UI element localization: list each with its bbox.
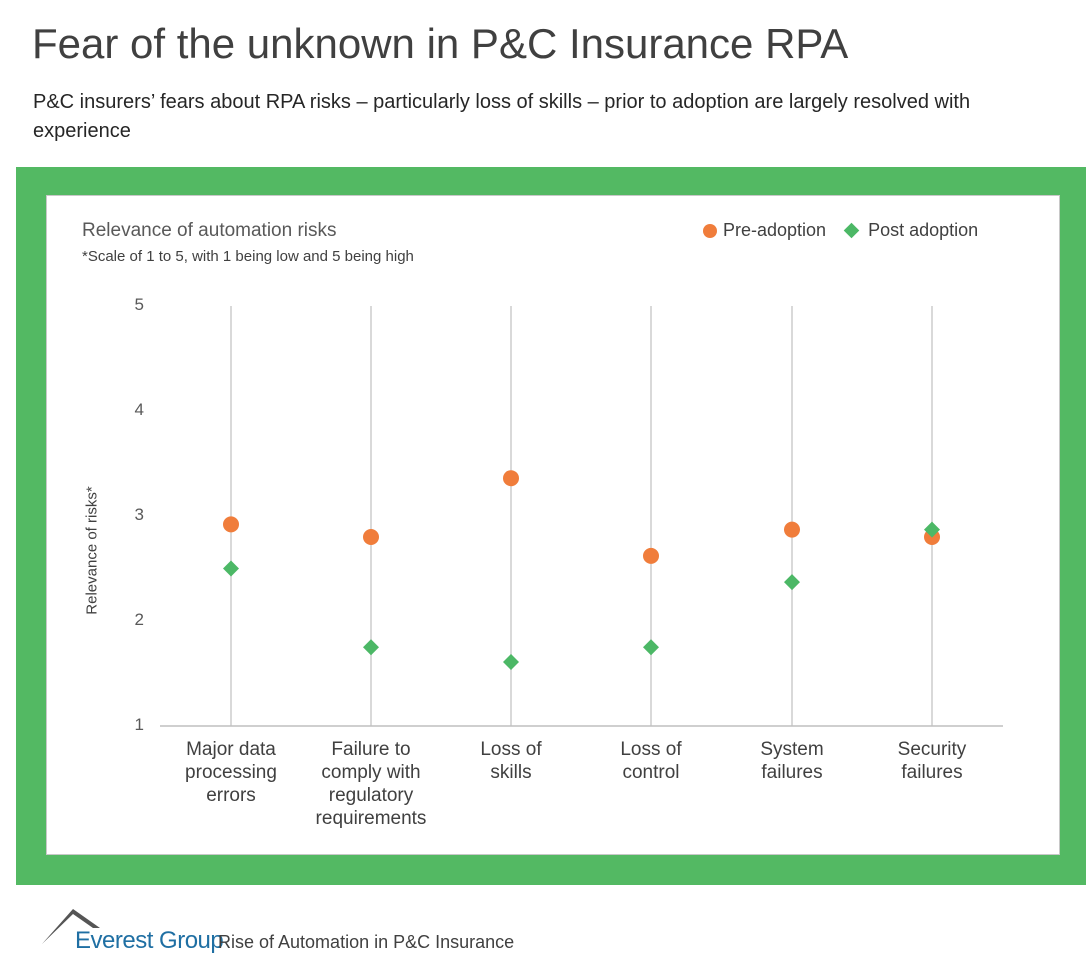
y-tick-label: 2 <box>134 610 144 629</box>
x-tick-label-line: failures <box>761 762 823 783</box>
x-tick-label-line: regulatory <box>328 785 414 806</box>
legend: Pre-adoption Post adoption <box>703 220 978 241</box>
post-adoption-point <box>784 574 800 591</box>
x-tick-label: Loss of skills <box>436 738 586 784</box>
footer-text: Rise of Automation in P&C Insurance <box>218 932 515 952</box>
pre-adoption-point <box>223 516 239 533</box>
x-tick-label-line: errors <box>206 785 256 806</box>
x-tick-label-line: control <box>622 762 680 783</box>
x-tick-label-line: Security <box>897 739 967 760</box>
x-tick-label: Loss of control <box>576 738 726 784</box>
post-adoption-point <box>363 639 379 656</box>
y-tick-label: 5 <box>134 295 144 314</box>
pre-adoption-point <box>643 547 659 564</box>
x-tick-label-line: Failure to <box>331 739 411 760</box>
page-subtitle: P&C insurers’ fears about RPA risks – pa… <box>33 91 971 142</box>
pre-adoption-point <box>784 521 800 538</box>
x-tick-label-line: skills <box>490 762 532 783</box>
legend-circle-icon <box>703 223 717 238</box>
x-tick-label-line: Major data <box>186 739 276 760</box>
y-tick-label: 1 <box>134 715 144 734</box>
x-tick-label-line: processing <box>185 762 277 783</box>
post-adoption-point <box>503 653 519 670</box>
pre-adoption-point <box>363 529 379 545</box>
legend-post: Post adoption <box>868 220 979 240</box>
y-tick-label: 3 <box>134 505 144 524</box>
x-tick-label-line: comply with <box>321 762 421 783</box>
post-adoption-point <box>223 560 239 577</box>
x-tick-label-line: failures <box>901 762 963 783</box>
post-adoption-point <box>643 639 659 656</box>
y-tick-label: 4 <box>134 400 144 419</box>
x-tick-label-line: System <box>760 739 824 760</box>
x-tick-label-line: Loss of <box>620 739 682 760</box>
x-tick-label: Failure to comply with regulatory requireme… <box>296 738 446 830</box>
x-tick-label: Major data processing errors <box>156 738 306 807</box>
page-title: Fear of the unknown in P&C Insurance RPA <box>32 20 849 67</box>
chart-panel <box>46 195 1060 855</box>
x-tick-label-line: Loss of <box>480 739 542 760</box>
chart-note: *Scale of 1 to 5, with 1 being low and 5… <box>82 248 414 265</box>
x-tick-label: Security failures <box>857 738 1007 784</box>
brand-logo: Everest Group <box>75 927 224 954</box>
pre-adoption-point <box>503 470 519 487</box>
x-tick-label: System failures <box>717 738 867 784</box>
post-adoption-point <box>924 521 940 538</box>
chart-title: Relevance of automation risks <box>82 220 337 241</box>
x-tick-label-line: requirements <box>315 808 427 829</box>
legend-pre: Pre-adoption <box>723 220 827 240</box>
